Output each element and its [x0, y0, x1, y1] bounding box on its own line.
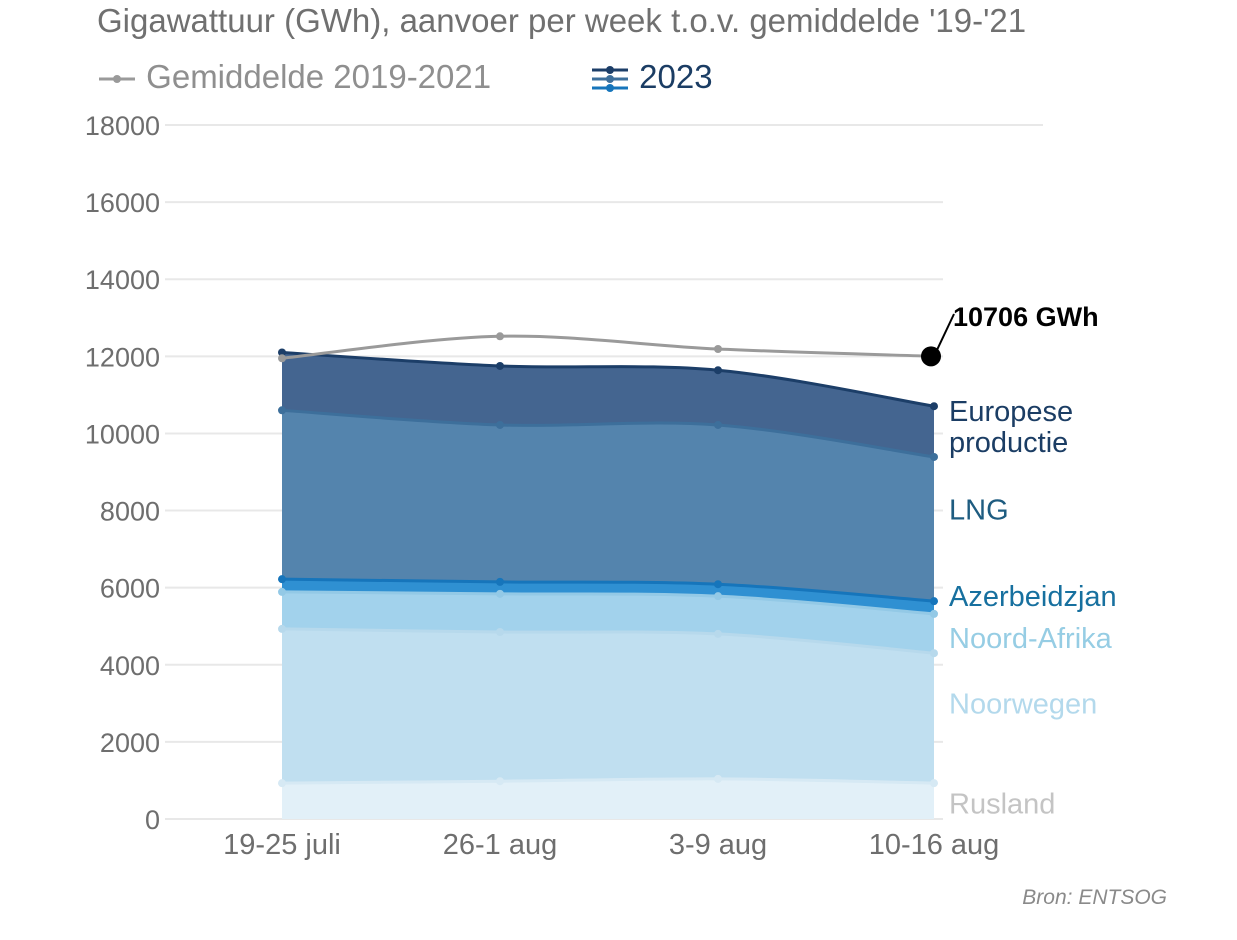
average-point [714, 345, 722, 354]
legend-2023-label: 2023 [639, 58, 713, 95]
line-azerbeidzjan [281, 577, 935, 603]
y-tick-label: 8000 [100, 497, 160, 527]
legend-2023: 2023 [590, 58, 713, 96]
data-point [496, 577, 504, 586]
x-tick-label: 10-16 aug [869, 829, 1000, 861]
series-label: Noord-Afrika [949, 623, 1113, 655]
average-line-icon [99, 75, 135, 84]
area-rusland [282, 778, 934, 819]
area-europese-productie [282, 352, 934, 457]
data-point [496, 589, 504, 598]
line-lng [281, 408, 935, 459]
data-point [714, 580, 722, 589]
data-point [930, 609, 938, 618]
x-tick-label: 3-9 aug [669, 829, 767, 861]
data-point [278, 348, 286, 357]
area-noord-afrika [282, 591, 934, 654]
data-point [714, 629, 722, 638]
average-point [278, 354, 286, 363]
data-point [496, 777, 504, 786]
line-noord-afrika [281, 590, 935, 616]
y-tick-label: 2000 [100, 728, 160, 758]
annotation-marker [921, 346, 941, 367]
data-point [930, 779, 938, 788]
series-label: Azerbeidzjan [949, 581, 1117, 613]
data-point [496, 420, 504, 429]
data-point [714, 774, 722, 783]
data-point [714, 366, 722, 375]
data-point [930, 402, 938, 411]
stacked-lines-icon [592, 66, 628, 93]
data-point [278, 779, 286, 788]
y-tick-label: 12000 [85, 342, 160, 372]
line-average [281, 334, 935, 360]
y-tick-label: 10000 [85, 419, 160, 449]
data-point [930, 597, 938, 606]
data-point [714, 592, 722, 601]
y-tick-label: 6000 [100, 574, 160, 604]
data-point [496, 628, 504, 637]
legend-average-label: Gemiddelde 2019-2021 [146, 58, 492, 95]
average-point [496, 332, 504, 341]
source-note: Bron: ENTSOG [1022, 886, 1167, 909]
data-point [930, 649, 938, 658]
data-point [278, 406, 286, 415]
area-lng [282, 410, 934, 602]
y-tick-label: 18000 [85, 111, 160, 141]
line-europese-productie [281, 350, 935, 408]
annotation-label: 10706 GWh [953, 302, 1099, 332]
chart-title: Gigawattuur (GWh), aanvoer per week t.o.… [97, 2, 1027, 39]
data-point [278, 587, 286, 596]
series-label: LNG [949, 495, 1009, 527]
line-noorwegen [281, 627, 935, 655]
x-tick-label: 26-1 aug [443, 829, 558, 861]
data-point [930, 452, 938, 461]
y-tick-label: 14000 [85, 265, 160, 295]
y-tick-label: 0 [145, 805, 160, 835]
data-point [496, 361, 504, 370]
series-label: Noorwegen [949, 688, 1097, 720]
series-label: Europese [949, 396, 1073, 428]
y-tick-label: 4000 [100, 651, 160, 681]
series-label: productie [949, 427, 1068, 459]
data-point [714, 420, 722, 429]
data-point [278, 624, 286, 633]
series-label: Rusland [949, 789, 1055, 821]
line-rusland [281, 777, 935, 785]
x-tick-label: 19-25 juli [223, 829, 341, 861]
data-point [278, 575, 286, 584]
y-tick-label: 16000 [85, 188, 160, 218]
area-noorwegen [282, 628, 934, 784]
legend-average: Gemiddelde 2019-2021 [97, 58, 491, 96]
